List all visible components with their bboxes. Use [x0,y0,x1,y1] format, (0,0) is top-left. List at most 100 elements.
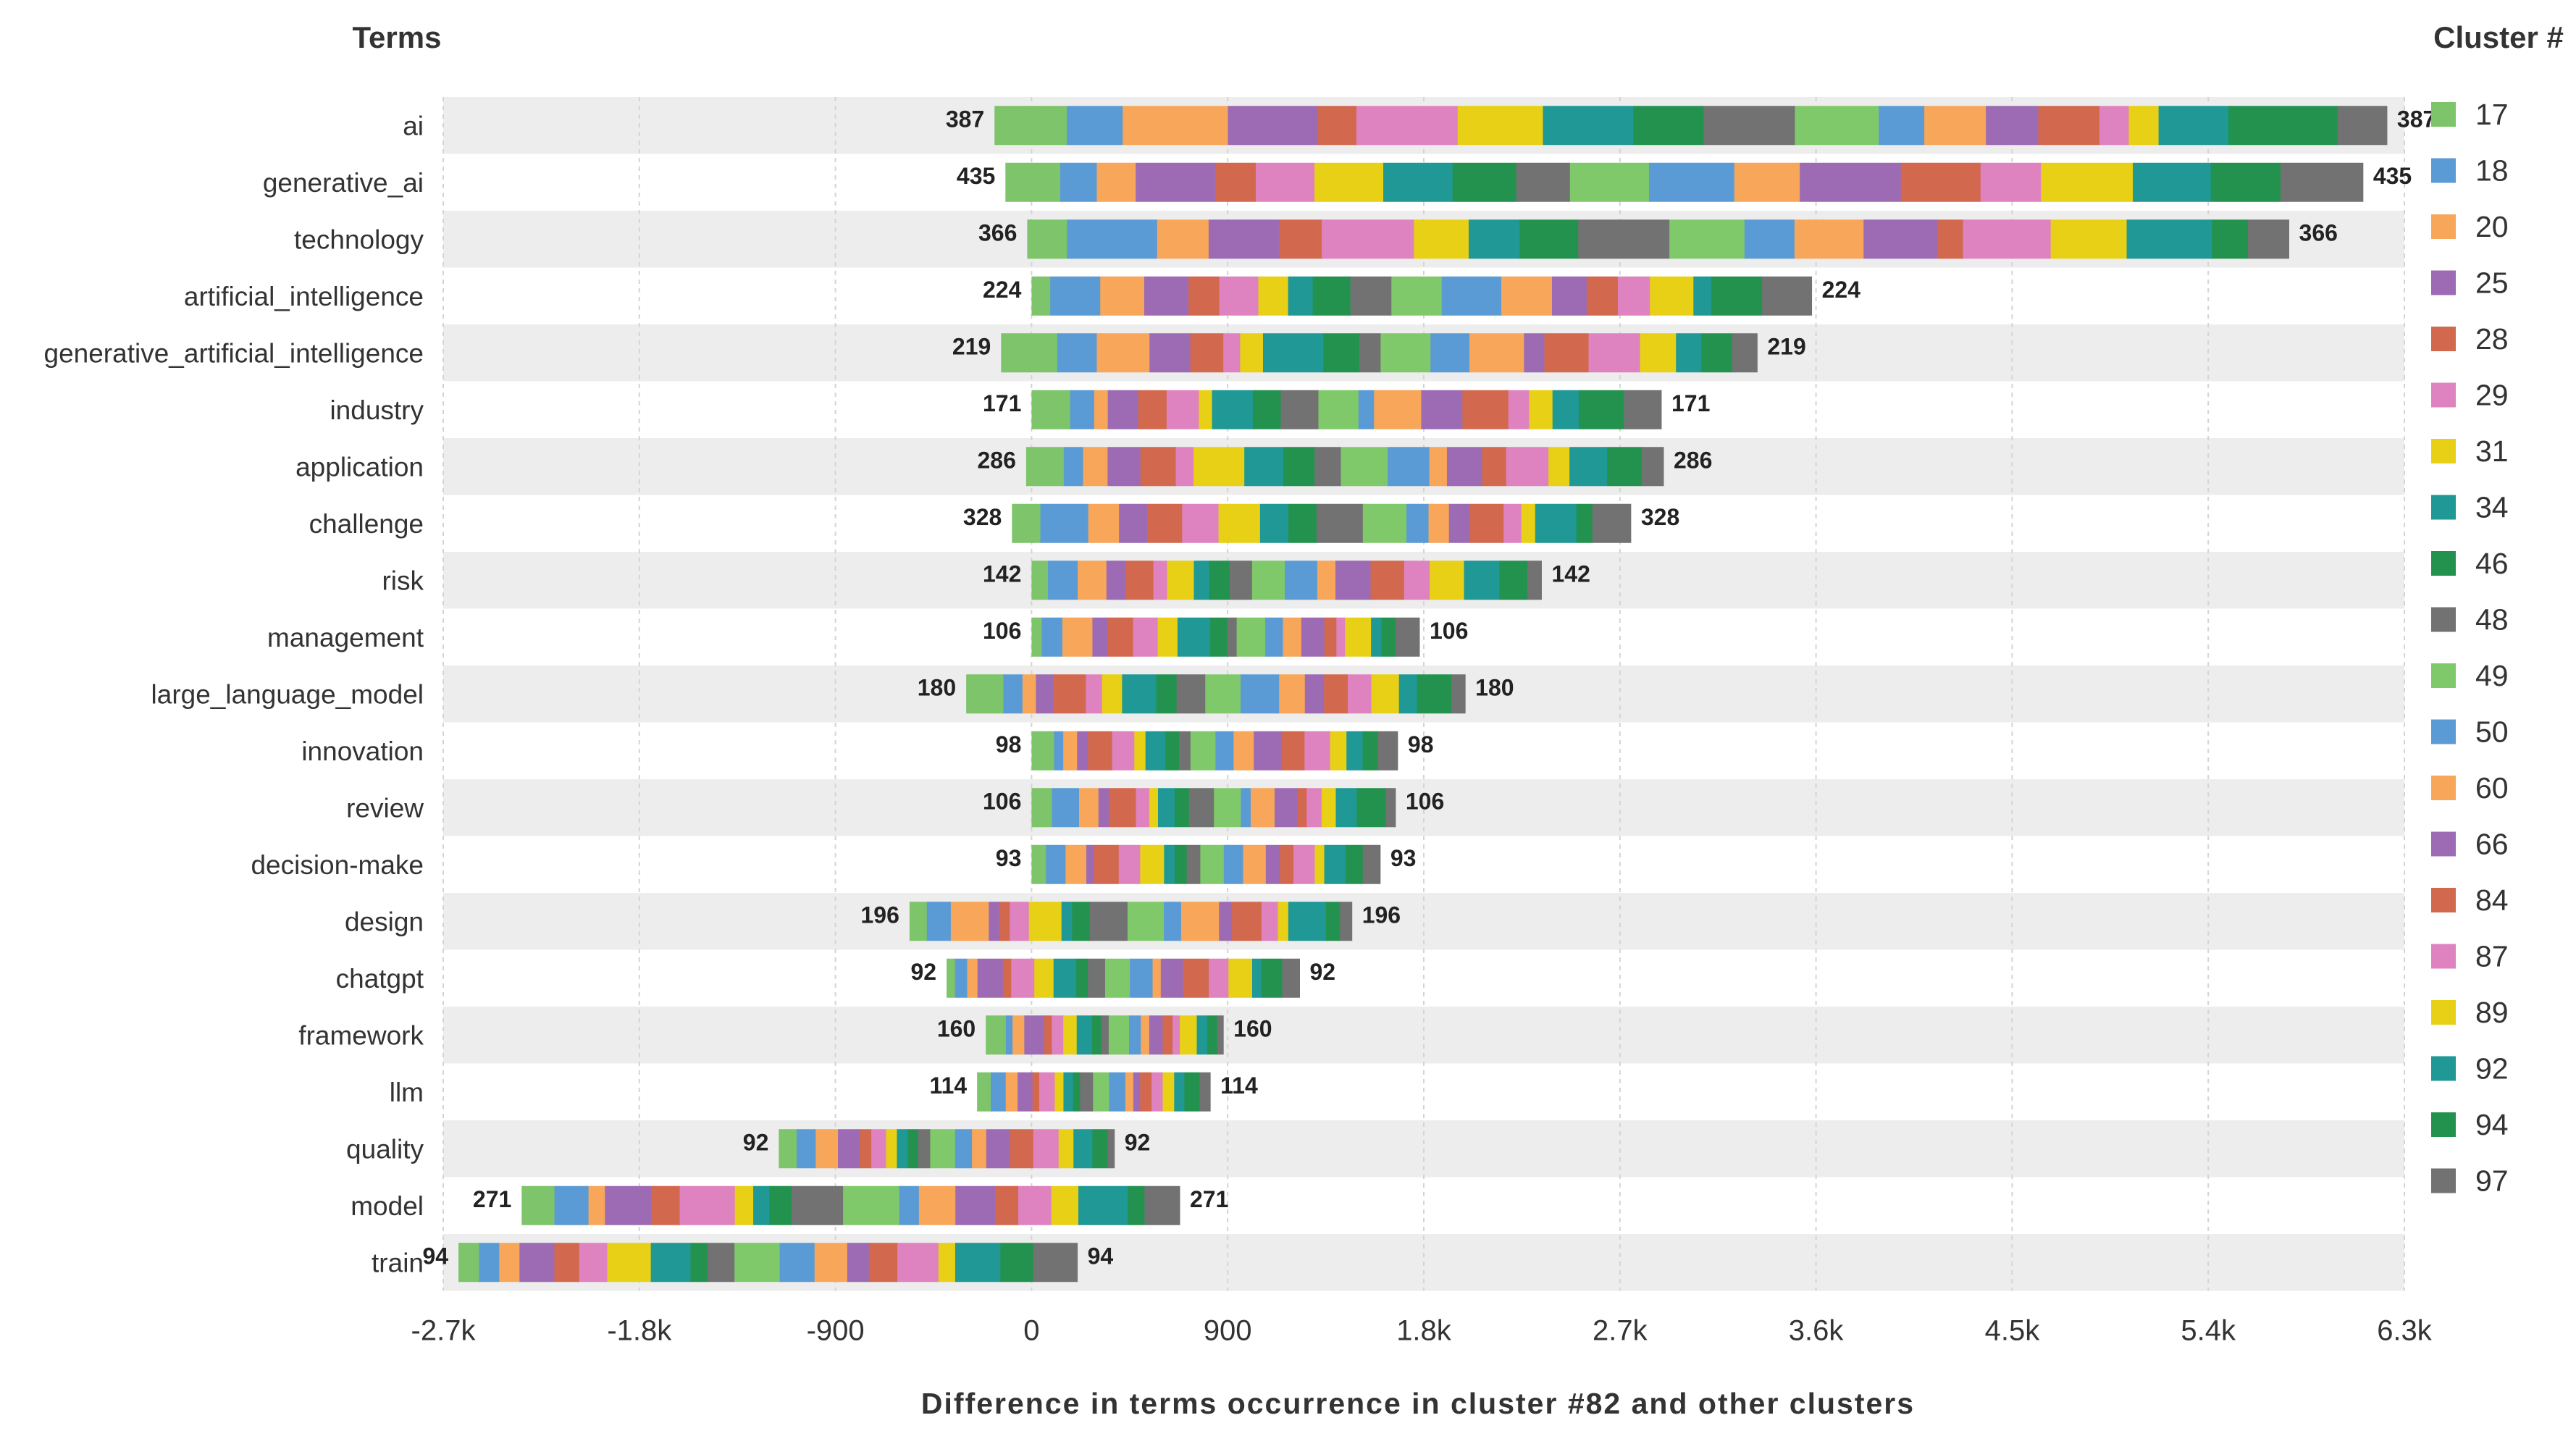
bar-segment [1106,561,1126,600]
bar-segment [1167,561,1194,600]
bar-segment [1283,617,1302,657]
value-label-right: 106 [1406,788,1444,814]
bar-segment [1314,844,1325,884]
value-label-left: 219 [952,333,991,359]
legend-title: Cluster # [2433,20,2564,54]
bar-segment [938,1243,956,1283]
bar-segment [1501,276,1553,316]
bar-segment [1031,561,1049,600]
bar-segment [1335,788,1357,828]
bar-segment [1711,276,1763,316]
bar-segment [1279,219,1322,259]
term-label: innovation [301,736,424,766]
term-labels: ai generative_ai technology artificial_inte… [44,111,424,1277]
bar-design [909,902,1353,941]
bar-industry [1031,390,1662,429]
bar-segment [1199,1072,1211,1112]
bar-segment [2133,162,2212,202]
bar-segment [847,1243,870,1283]
bar-segment [1350,276,1392,316]
bar-segment [1321,788,1336,828]
legend-label: 31 [2475,435,2509,468]
bar-segment [1323,333,1360,373]
bar-segment [1345,617,1372,657]
x-tick-label: 3.6k [1789,1315,1845,1347]
bar-segment [1288,902,1327,941]
legend-swatch [2431,270,2456,295]
bar-segment [1039,1072,1055,1112]
bar-segment [1223,844,1243,884]
bar-segment [926,902,952,941]
bar-segment [897,1243,939,1283]
term-label: chatgpt [336,964,424,994]
value-label-right: 171 [1671,390,1710,416]
bar-segment [1209,561,1230,600]
bar-segment [1468,219,1520,259]
bar-segment [1288,276,1314,316]
bar-segment [1053,958,1077,998]
bar-segment [1102,674,1123,714]
bar-segment [1340,902,1353,941]
bar-segment [1094,844,1120,884]
bar-segment [1001,333,1058,373]
legend-swatch [2431,382,2456,408]
bar-segment [1223,333,1241,373]
bar-segment [871,1129,886,1169]
legend-label: 87 [2475,940,2509,973]
bar-segment [1032,1072,1040,1112]
bar-segment [1261,902,1279,941]
bar-segment [1301,617,1325,657]
x-tick-labels: -2.7k -1.8k -900 0 900 1.8k 2.7k 3.6k 4.5k 5.4k 6.… [411,1315,2433,1347]
legend-label: 66 [2475,828,2509,861]
bar-segment [1734,162,1800,202]
bar-segment [955,1185,996,1225]
bar-segment [1385,788,1396,828]
term-label: quality [346,1134,424,1164]
legend-swatch [2431,831,2456,857]
bar-segment [1243,844,1267,884]
bar-segment [991,1072,1007,1112]
bar-segment [1086,844,1095,884]
bar-segment [1149,1015,1163,1055]
bar-segment [1879,106,1925,146]
bar-segment [1123,106,1229,146]
bar-segment [1324,674,1348,714]
bar-segment [1164,902,1182,941]
value-label-left: 106 [983,618,1021,644]
legend-label: 94 [2475,1108,2509,1141]
bar-segment [1046,844,1066,884]
bar-segment [1180,902,1220,941]
bar-segment [1265,617,1283,657]
bar-segment [1031,390,1071,429]
bar-segment [2247,219,2290,259]
bar-segment [1063,1015,1078,1055]
bar-segment [1080,1072,1094,1112]
bar-segment [1107,447,1141,487]
legend-label: 46 [2475,547,2509,580]
bar-segment [1127,902,1165,941]
legend-label: 20 [2475,210,2509,243]
bar-generative_artificial_intelligence [1001,333,1758,373]
bar-segment [1469,503,1504,543]
bar-segment [1640,333,1677,373]
value-label-left: 114 [930,1072,968,1099]
bar-model [521,1185,1180,1225]
bar-segment [1188,276,1220,316]
bar-segment [1109,1072,1126,1112]
bar-segment [1371,617,1383,657]
bar-segment [1519,219,1579,259]
bar-segment [1217,1015,1224,1055]
value-label-left: 93 [996,845,1022,871]
bar-segment [930,1129,956,1169]
bar-segment [588,1185,605,1225]
bar-segment [1119,503,1148,543]
bar-segment [1429,447,1448,487]
bar-segment [1077,731,1088,771]
bar-segment [1175,447,1194,487]
bar-segment [1607,447,1642,487]
bar-segment [1524,333,1545,373]
bar-segment [1092,1129,1109,1169]
bar-segment [1650,276,1694,316]
bar-segment [986,1015,1007,1055]
legend-swatch [2431,888,2456,912]
